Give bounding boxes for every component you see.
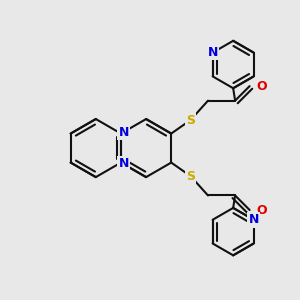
Text: N: N: [248, 213, 259, 226]
Text: S: S: [186, 113, 195, 127]
Text: N: N: [207, 46, 218, 59]
Text: N: N: [119, 157, 129, 170]
Text: O: O: [256, 80, 266, 93]
Text: O: O: [256, 203, 266, 217]
Text: N: N: [119, 126, 129, 139]
Text: S: S: [186, 169, 195, 183]
